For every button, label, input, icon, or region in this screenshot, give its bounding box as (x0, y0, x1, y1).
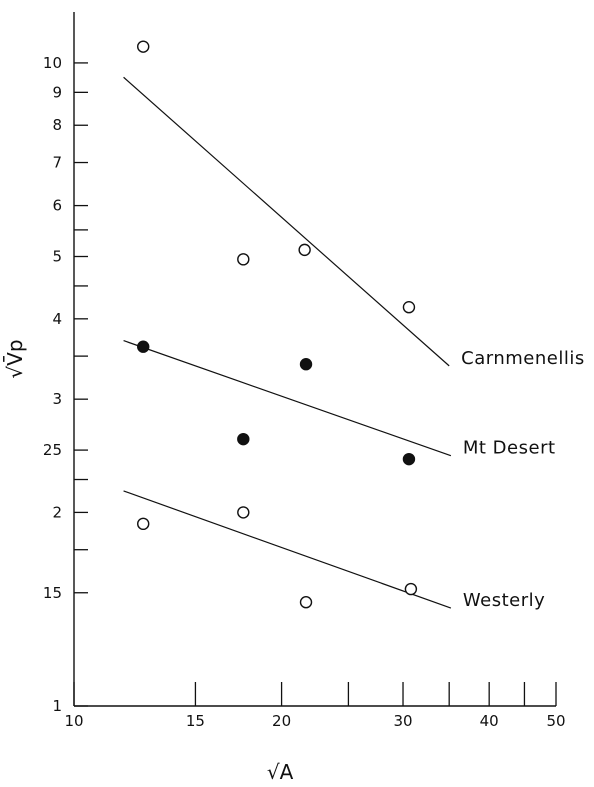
y-tick-label: 25 (43, 441, 62, 459)
series-label: Mt Desert (463, 438, 556, 459)
fit-line (123, 490, 452, 609)
y-tick-label: 7 (52, 154, 62, 172)
y-tick-label: 10 (43, 54, 62, 72)
data-point (137, 340, 150, 353)
y-tick-label: 1 (52, 697, 62, 715)
y-tick-label: 8 (52, 116, 62, 134)
data-point (299, 596, 313, 609)
x-tick-label: 20 (272, 712, 291, 730)
fit-line (123, 340, 452, 457)
data-point (137, 517, 150, 531)
data-point (299, 358, 313, 371)
data-point (237, 253, 250, 266)
data-point (402, 452, 416, 466)
x-tick-label: 30 (393, 712, 412, 730)
data-point (137, 40, 150, 53)
axes (73, 12, 556, 707)
data-point (237, 432, 250, 446)
y-tick-label: 4 (52, 310, 62, 328)
y-tick-label: 2 (52, 503, 62, 521)
x-tick-label: 40 (480, 712, 499, 730)
y-tick-label: 15 (43, 584, 62, 602)
data-point (237, 506, 250, 519)
data-point (298, 243, 311, 257)
data-points (137, 40, 418, 609)
x-tick-label: 15 (186, 712, 205, 730)
series-label: Westerly (463, 590, 545, 611)
y-tick-label: 6 (52, 197, 62, 215)
y-tick-label: 9 (52, 83, 62, 101)
ticks: 10 15 20 30 40 50 1 15 2 25 3 4 5 6 7 8 9 10 (43, 54, 566, 730)
x-tick-label: 10 (64, 712, 83, 730)
y-tick-label: 3 (52, 390, 62, 408)
x-tick-label: 50 (546, 712, 565, 730)
data-point (404, 582, 418, 596)
y-axis-title: √V̄p (2, 339, 27, 378)
data-point (402, 301, 416, 314)
labels: √A √V̄p Carnmenellis Mt Desert Westerly (2, 339, 584, 784)
fit-line (123, 76, 450, 367)
y-tick-label: 5 (52, 248, 62, 266)
x-axis-title: √A (267, 760, 294, 784)
fit-lines (123, 76, 452, 609)
series-label: Carnmenellis (461, 348, 585, 369)
